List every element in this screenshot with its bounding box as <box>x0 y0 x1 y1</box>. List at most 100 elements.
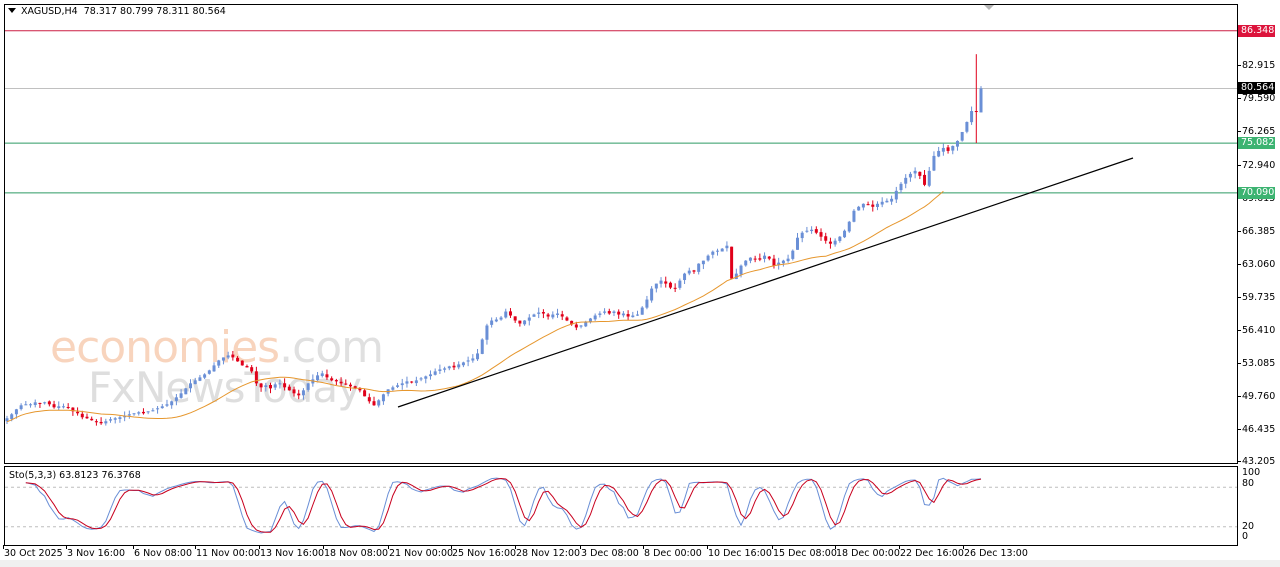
bear-candle <box>287 386 291 391</box>
bear-candle <box>946 147 950 151</box>
bull-candle <box>716 250 720 252</box>
bear-candle <box>664 281 668 284</box>
bear-candle <box>828 241 832 244</box>
bull-candle <box>556 313 560 315</box>
bull-candle <box>941 147 945 152</box>
bull-candle <box>885 200 889 203</box>
bull-candle <box>203 374 207 378</box>
bear-candle <box>330 378 334 381</box>
bull-candle <box>391 387 395 390</box>
bull-candle <box>438 369 442 371</box>
bear-candle <box>231 354 235 358</box>
bull-candle <box>14 409 18 415</box>
time-tick <box>323 545 324 549</box>
price-tick <box>1238 363 1241 364</box>
bear-candle <box>546 314 550 317</box>
bull-candle <box>109 419 113 421</box>
bull-candle <box>810 229 814 232</box>
bull-candle <box>433 371 437 375</box>
time-tick <box>835 545 836 549</box>
bull-candle <box>447 366 451 369</box>
bull-candle <box>33 402 37 405</box>
stoch-level-label: 20 <box>1242 521 1255 532</box>
price-label: 72.940 <box>1242 160 1276 171</box>
bull-candle <box>494 319 498 322</box>
stoch-level-label: 100 <box>1242 467 1261 478</box>
bear-candle <box>560 314 564 317</box>
ohlc-values: 78.317 80.799 78.311 80.564 <box>83 6 226 17</box>
bull-candle <box>937 150 941 157</box>
bull-candle <box>904 177 908 184</box>
symbol-header[interactable]: XAGUSD,H4 78.317 80.799 78.311 80.564 <box>8 6 226 17</box>
triangle-down-icon[interactable] <box>8 8 16 13</box>
bear-candle <box>541 312 545 314</box>
main-chart-pane[interactable] <box>4 4 1238 464</box>
bull-candle <box>880 201 884 205</box>
bull-candle <box>170 401 174 406</box>
time-tick <box>707 545 708 549</box>
time-label: 28 Nov 12:00 <box>516 548 581 559</box>
bull-candle <box>763 255 767 259</box>
bull-candle <box>457 364 461 368</box>
bull-candle <box>960 131 964 141</box>
bear-candle <box>452 365 456 368</box>
bull-candle <box>184 388 188 395</box>
time-tick <box>388 545 389 549</box>
indicator-pane[interactable] <box>4 466 1238 546</box>
bull-candle <box>612 311 616 313</box>
bear-candle <box>99 421 103 424</box>
bull-candle <box>795 237 799 250</box>
price-tick <box>1238 330 1241 331</box>
price-label: 79.590 <box>1242 93 1276 104</box>
time-tick <box>772 545 773 549</box>
bear-candle <box>363 390 367 397</box>
bear-candle <box>617 311 621 315</box>
time-tick <box>643 545 644 549</box>
time-label: 30 Oct 2025 <box>4 548 63 559</box>
bull-candle <box>466 360 470 362</box>
price-tag-current-price: 80.564 <box>1238 82 1275 95</box>
time-label: 3 Nov 16:00 <box>67 548 126 559</box>
bear-candle <box>367 397 371 402</box>
time-label: 13 Nov 16:00 <box>260 548 325 559</box>
bear-candle <box>974 111 978 113</box>
bull-candle <box>198 377 202 381</box>
chart-shift-marker-icon <box>984 5 994 10</box>
bear-candle <box>358 388 362 391</box>
stoch-level-label: 80 <box>1242 478 1255 489</box>
stoch-level-label: 0 <box>1242 531 1249 542</box>
bear-candle <box>325 374 329 378</box>
bear-candle <box>518 320 522 324</box>
time-label: 18 Nov 08:00 <box>324 548 389 559</box>
time-tick <box>259 545 260 549</box>
bear-candle <box>814 229 818 233</box>
bull-candle <box>160 406 164 409</box>
bull-candle <box>650 288 654 301</box>
bull-candle <box>932 155 936 171</box>
bull-candle <box>579 325 583 327</box>
bull-candle <box>57 406 61 408</box>
time-label: 10 Dec 16:00 <box>708 548 772 559</box>
bull-candle <box>791 250 795 259</box>
price-tick <box>1238 131 1241 132</box>
bull-candle <box>843 230 847 238</box>
bull-candle <box>174 397 178 401</box>
bear-candle <box>673 287 677 289</box>
bear-candle <box>38 402 42 404</box>
price-label: 63.060 <box>1242 259 1276 270</box>
bull-candle <box>5 418 9 422</box>
price-tick <box>1238 65 1241 66</box>
price-label: 46.435 <box>1242 424 1276 435</box>
bull-candle <box>19 405 23 410</box>
bear-candle <box>47 401 51 405</box>
time-label: 15 Dec 08:00 <box>773 548 837 559</box>
bull-candle <box>734 273 738 280</box>
bull-candle <box>151 410 155 412</box>
bear-candle <box>871 204 875 207</box>
time-tick <box>195 545 196 549</box>
time-label: 8 Dec 00:00 <box>644 548 702 559</box>
bear-candle <box>259 383 263 388</box>
bull-candle <box>419 378 423 380</box>
